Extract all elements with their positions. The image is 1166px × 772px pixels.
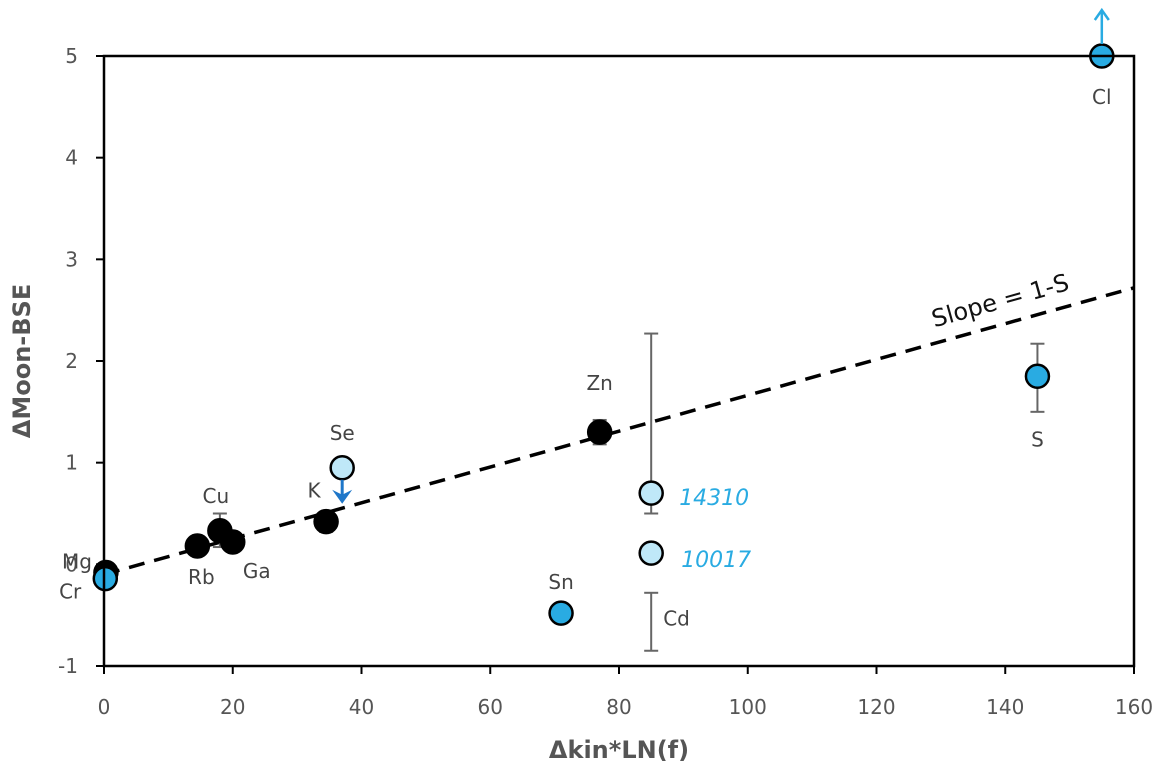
- point-label-zn: Zn: [586, 371, 612, 395]
- data-point-10017: [638, 540, 664, 566]
- y-tick-label: 2: [65, 349, 78, 373]
- y-axis-title: ΔMoon-BSE: [8, 284, 36, 438]
- y-tick-label: 0: [65, 552, 78, 576]
- axis-ticks: 0 20 40 60 80 100 120 140 160 -1 0 1 2 3 4 5: [58, 44, 1153, 719]
- fit-line: [103, 286, 1135, 577]
- x-tick-label: 100: [729, 695, 767, 719]
- fit-line-group: [103, 286, 1135, 577]
- point-label-sn: Sn: [548, 570, 573, 594]
- data-point-zn: [586, 419, 613, 445]
- point-label-k: K: [308, 479, 322, 503]
- x-tick-label: 0: [98, 695, 111, 719]
- data-point-ga: [220, 529, 246, 555]
- point-label-cl: Cl: [1092, 85, 1112, 109]
- data-point-s: [1024, 363, 1051, 389]
- data-point-k: [313, 508, 339, 535]
- x-tick-label: 160: [1115, 695, 1153, 719]
- point-label-ga: Ga: [243, 559, 271, 583]
- point-labels: Mg Cr Rb Cu Ga K Se Zn Sn 14310 10017 Cd S Cl: [59, 85, 1111, 630]
- down-arrow-icon: [332, 489, 353, 504]
- error-bars: [212, 332, 1045, 652]
- data-point-sn: [548, 600, 574, 626]
- point-label-cd: Cd: [663, 606, 690, 630]
- point-label-cu: Cu: [203, 484, 230, 508]
- fit-line-label: Slope = 1-S: [929, 268, 1072, 333]
- data-point-cr: [92, 565, 119, 592]
- x-tick-label: 20: [220, 695, 245, 719]
- point-label-mg: Mg: [62, 549, 92, 573]
- plot-area-frame: [102, 54, 1136, 668]
- data-point-14310: [638, 480, 664, 506]
- x-tick-label: 140: [986, 695, 1024, 719]
- point-label-14310: 14310: [679, 486, 749, 511]
- y-tick-label: 3: [65, 247, 78, 271]
- point-label-s: S: [1031, 427, 1044, 451]
- x-tick-label: 60: [478, 695, 503, 719]
- point-label-se: Se: [330, 421, 355, 445]
- point-label-cr: Cr: [59, 580, 82, 604]
- point-label-rb: Rb: [188, 565, 215, 589]
- point-label-10017: 10017: [681, 548, 751, 573]
- y-tick-label: -1: [58, 654, 78, 678]
- x-tick-label: 80: [606, 695, 631, 719]
- up-arrow-icon: [1093, 7, 1110, 21]
- x-tick-label: 40: [349, 695, 374, 719]
- y-tick-label: 5: [65, 44, 78, 68]
- y-tick-label: 1: [65, 451, 78, 475]
- y-tick-label: 4: [65, 146, 78, 170]
- data-point-se: [329, 455, 355, 481]
- x-tick-label: 120: [857, 695, 895, 719]
- x-axis-title: Δkin*LN(f): [549, 736, 689, 764]
- data-point-rb: [184, 533, 211, 559]
